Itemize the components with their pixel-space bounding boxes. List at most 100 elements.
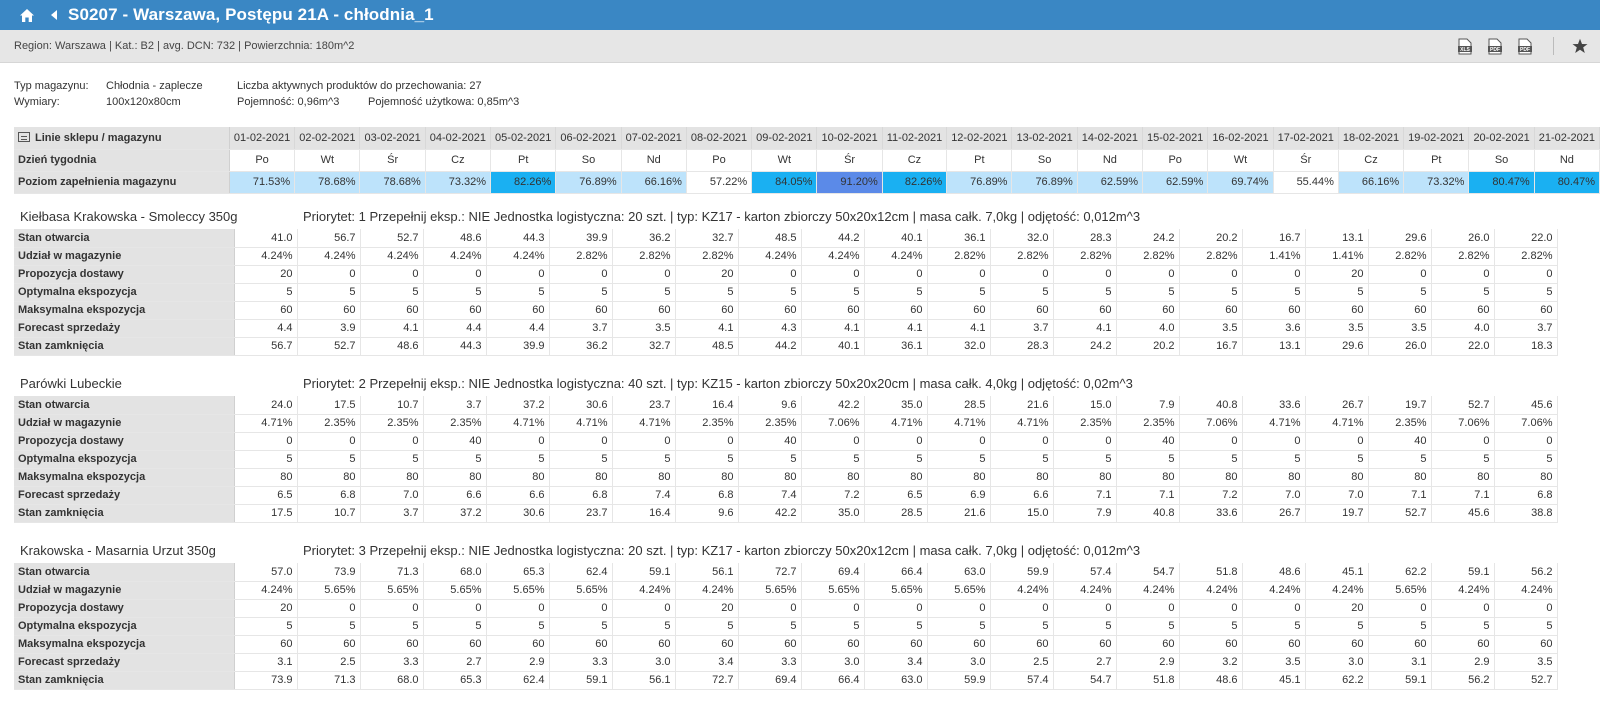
table-cell[interactable]: 0 <box>360 265 424 284</box>
table-cell: 7.4 <box>738 486 802 505</box>
xls-export-icon[interactable]: XLS <box>1457 37 1473 55</box>
table-cell[interactable]: 0 <box>297 265 361 284</box>
table-cell: 7.0 <box>1242 486 1306 505</box>
table-cell[interactable]: 40 <box>1368 432 1432 451</box>
table-cell[interactable]: 0 <box>1494 432 1558 451</box>
table-cell[interactable]: 40 <box>738 432 802 451</box>
table-cell: 60 <box>801 301 865 320</box>
table-cell[interactable]: 0 <box>864 265 928 284</box>
table-cell[interactable]: 0 <box>1179 265 1243 284</box>
table-cell[interactable]: 0 <box>486 432 550 451</box>
pdf-export-2-icon[interactable]: PDF <box>1517 37 1533 55</box>
table-row: Udział w magazynie 4.24% 5.65% 5.65% 5.65% 5.… <box>14 581 1558 600</box>
table-cell[interactable]: 0 <box>1116 599 1180 618</box>
back-arrow-icon[interactable] <box>50 8 60 22</box>
table-cell: 29.6 <box>1368 229 1432 248</box>
table-cell[interactable]: 40 <box>423 432 487 451</box>
day-of-week: Nd <box>1534 149 1600 172</box>
table-cell[interactable]: 0 <box>1242 265 1306 284</box>
table-cell[interactable]: 0 <box>1368 265 1432 284</box>
table-cell[interactable]: 0 <box>990 265 1054 284</box>
pdf-export-icon[interactable]: PDF <box>1487 37 1503 55</box>
table-cell[interactable]: 0 <box>1242 599 1306 618</box>
table-cell: 57.0 <box>234 563 298 582</box>
table-cell: 3.3 <box>738 653 802 672</box>
table-cell: 66.4 <box>801 671 865 690</box>
table-cell[interactable]: 0 <box>801 265 865 284</box>
table-cell[interactable]: 0 <box>423 599 487 618</box>
table-cell[interactable]: 0 <box>612 599 676 618</box>
table-cell[interactable]: 0 <box>927 599 991 618</box>
table-cell[interactable]: 0 <box>990 432 1054 451</box>
row-label: Udział w magazynie <box>14 581 235 600</box>
table-cell[interactable]: 20 <box>234 599 298 618</box>
table-cell[interactable]: 0 <box>1431 432 1495 451</box>
table-cell[interactable]: 0 <box>1494 599 1558 618</box>
table-cell: 5 <box>1494 283 1558 302</box>
table-cell: 5 <box>1242 283 1306 302</box>
day-of-week: So <box>1011 149 1078 172</box>
table-cell[interactable]: 0 <box>486 265 550 284</box>
table-cell[interactable]: 0 <box>801 599 865 618</box>
table-cell[interactable]: 0 <box>549 265 613 284</box>
table-cell: 42.2 <box>738 504 802 523</box>
table-cell[interactable]: 0 <box>1431 265 1495 284</box>
table-cell[interactable]: 0 <box>864 432 928 451</box>
table-cell: 60 <box>1305 301 1369 320</box>
table-cell[interactable]: 0 <box>1179 432 1243 451</box>
table-cell[interactable]: 0 <box>549 599 613 618</box>
days-row: Dzień tygodnia Po Wt Śr Cz Pt So Nd Po Wt Śr Cz Pt S… <box>14 149 1600 172</box>
table-cell[interactable]: 0 <box>612 432 676 451</box>
table-cell[interactable]: 0 <box>486 599 550 618</box>
day-of-week: Po <box>686 149 753 172</box>
table-cell[interactable]: 0 <box>234 432 298 451</box>
table-cell[interactable]: 0 <box>423 265 487 284</box>
table-cell[interactable]: 0 <box>801 432 865 451</box>
product-table: Stan otwarcia 41.0 56.7 52.7 48.6 44.3 39.9 36.… <box>14 229 1558 356</box>
table-cell[interactable]: 0 <box>1494 265 1558 284</box>
table-cell[interactable]: 20 <box>675 599 739 618</box>
table-cell: 4.4 <box>234 319 298 338</box>
star-icon[interactable] <box>1572 37 1588 55</box>
home-icon[interactable] <box>18 6 36 24</box>
table-cell[interactable]: 0 <box>1053 599 1117 618</box>
store-lines-header[interactable]: Linie sklepu / magazynu <box>14 127 230 150</box>
table-cell[interactable]: 0 <box>612 265 676 284</box>
table-cell[interactable]: 0 <box>1053 432 1117 451</box>
table-cell[interactable]: 0 <box>1368 599 1432 618</box>
table-cell[interactable]: 0 <box>360 599 424 618</box>
table-cell[interactable]: 20 <box>1305 599 1369 618</box>
product-details: Priorytet: 3 Przepełnij eksp.: NIE Jedno… <box>303 543 1141 558</box>
table-cell[interactable]: 0 <box>297 599 361 618</box>
table-cell: 59.9 <box>990 563 1054 582</box>
table-cell[interactable]: 20 <box>234 265 298 284</box>
row-label: Propozycja dostawy <box>14 432 235 451</box>
table-cell: 5 <box>675 450 739 469</box>
table-cell: 28.3 <box>1053 229 1117 248</box>
table-cell[interactable]: 0 <box>927 432 991 451</box>
table-row: Optymalna ekspozycja 5 5 5 5 5 5 5 5 5 5 5 5 5 5 5 5 5 5 5 5… <box>14 450 1558 469</box>
table-cell[interactable]: 0 <box>1053 265 1117 284</box>
table-cell[interactable]: 40 <box>1116 432 1180 451</box>
table-cell[interactable]: 20 <box>675 265 739 284</box>
table-cell: 24.0 <box>234 396 298 415</box>
table-cell[interactable]: 0 <box>1305 432 1369 451</box>
table-cell[interactable]: 0 <box>927 265 991 284</box>
table-cell: 45.1 <box>1242 671 1306 690</box>
table-cell[interactable]: 0 <box>1431 599 1495 618</box>
table-cell[interactable]: 0 <box>738 265 802 284</box>
table-cell[interactable]: 0 <box>1242 432 1306 451</box>
fill-level-cell: 91.20% <box>816 171 883 194</box>
table-cell[interactable]: 0 <box>675 432 739 451</box>
table-cell[interactable]: 0 <box>738 599 802 618</box>
table-cell[interactable]: 0 <box>864 599 928 618</box>
table-cell[interactable]: 20 <box>1305 265 1369 284</box>
table-cell[interactable]: 0 <box>297 432 361 451</box>
table-cell[interactable]: 0 <box>1179 599 1243 618</box>
table-cell: 15.0 <box>990 504 1054 523</box>
table-cell[interactable]: 0 <box>549 432 613 451</box>
table-cell[interactable]: 0 <box>1116 265 1180 284</box>
table-cell[interactable]: 0 <box>360 432 424 451</box>
table-cell: 7.06% <box>801 414 865 433</box>
table-cell[interactable]: 0 <box>990 599 1054 618</box>
